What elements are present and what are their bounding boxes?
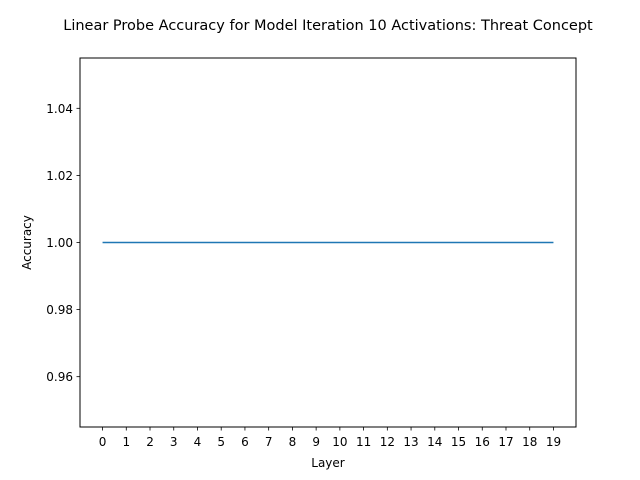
x-tick-label: 2 <box>146 435 154 449</box>
x-tick-label: 18 <box>522 435 537 449</box>
x-tick-label: 1 <box>122 435 130 449</box>
x-tick-label: 8 <box>289 435 297 449</box>
plot-frame <box>79 57 577 428</box>
x-axis-ticks: 0 1 2 3 4 5 6 7 8 9 10 11 12 13 14 15 16 17 18 19 <box>99 427 561 449</box>
x-tick-label: 4 <box>194 435 202 449</box>
y-tick-label: 1.00 <box>46 236 73 250</box>
x-tick-label: 7 <box>265 435 273 449</box>
x-tick-label: 14 <box>427 435 442 449</box>
x-axis-label: Layer <box>311 456 345 470</box>
y-tick-label: 0.98 <box>46 303 73 317</box>
x-tick-label: 10 <box>332 435 347 449</box>
x-tick-label: 13 <box>403 435 418 449</box>
x-tick-label: 3 <box>170 435 178 449</box>
y-tick-label: 1.04 <box>46 102 73 116</box>
y-tick-label: 0.96 <box>46 370 73 384</box>
x-tick-label: 0 <box>99 435 107 449</box>
x-tick-label: 16 <box>475 435 490 449</box>
x-tick-label: 11 <box>356 435 371 449</box>
x-tick-label: 15 <box>451 435 466 449</box>
y-axis-ticks: 0.96 0.98 1.00 1.02 1.04 <box>46 102 80 384</box>
x-tick-label: 6 <box>241 435 249 449</box>
x-tick-label: 17 <box>498 435 513 449</box>
x-tick-label: 9 <box>312 435 320 449</box>
y-axis-label: Accuracy <box>20 215 34 270</box>
y-tick-label: 1.02 <box>46 169 73 183</box>
chart-title: Linear Probe Accuracy for Model Iteratio… <box>63 18 593 34</box>
x-tick-label: 19 <box>546 435 561 449</box>
x-tick-label: 12 <box>380 435 395 449</box>
x-tick-label: 5 <box>217 435 225 449</box>
